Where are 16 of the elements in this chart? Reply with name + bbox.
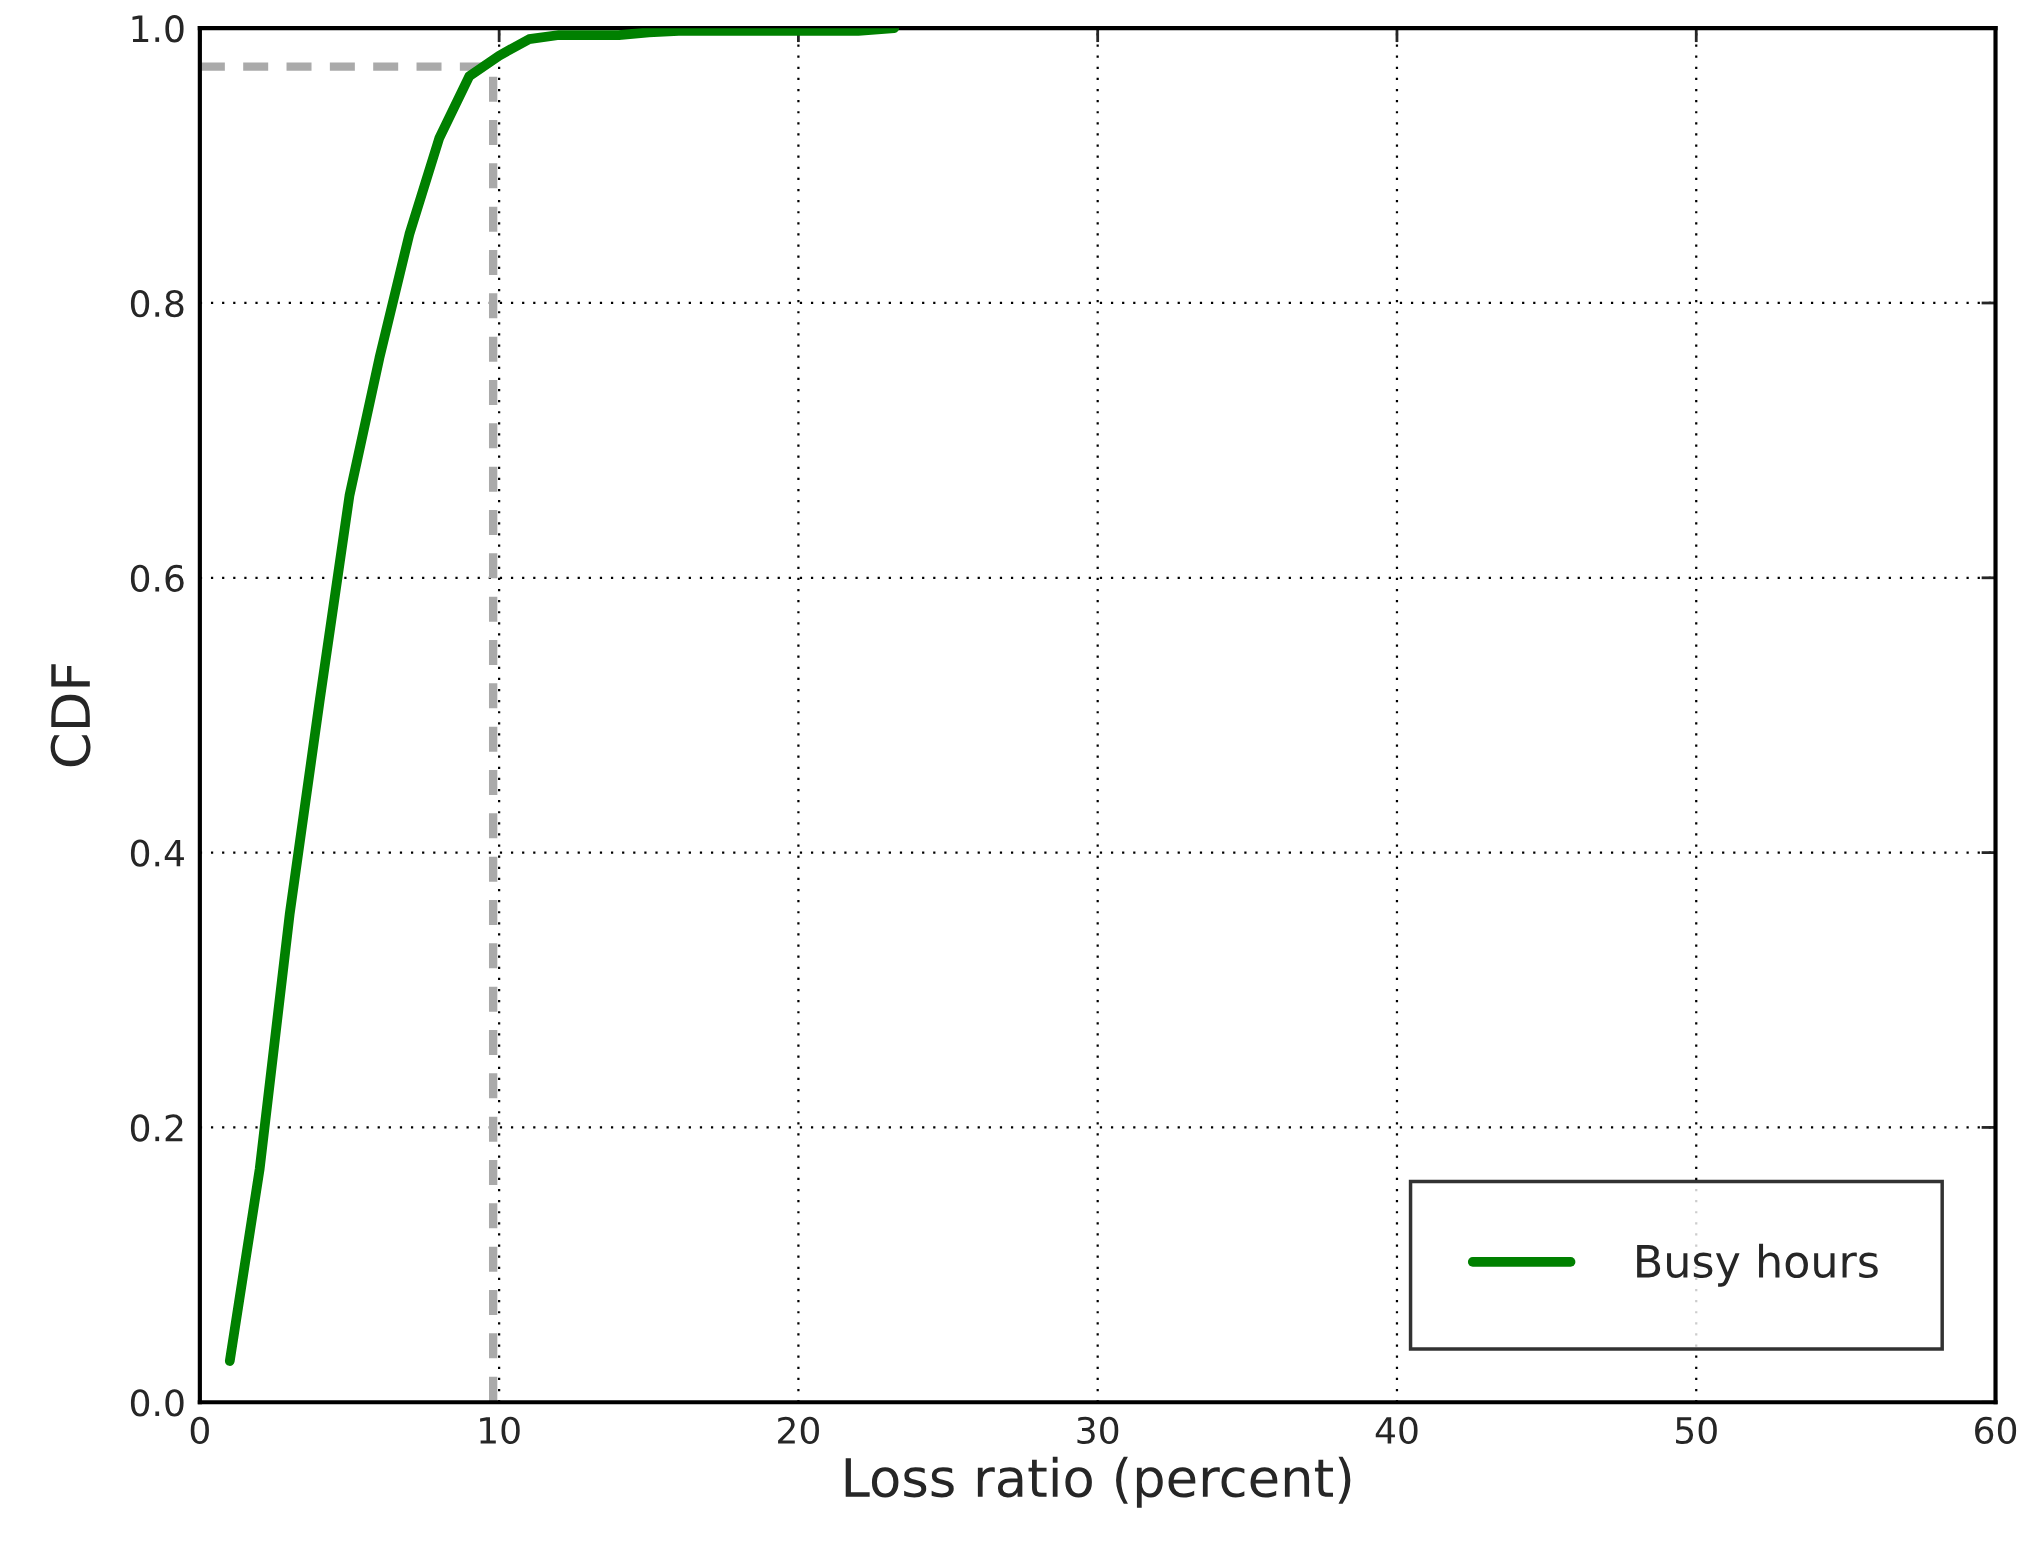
y-tick-label: 0.0 (130, 1389, 184, 1417)
x-tick-label: 0 (190, 1416, 209, 1445)
x-tick-label: 30 (1077, 1416, 1119, 1445)
y-tick-label: 0.2 (130, 1114, 183, 1142)
x-tick-label: 40 (1375, 1416, 1418, 1445)
legend-label: Busy hours (1637, 1243, 1878, 1287)
y-tick-label: 1.0 (132, 15, 184, 43)
x-axis-title: Loss ratio (percent) (845, 1456, 1351, 1508)
x-tick-label: 20 (778, 1416, 819, 1445)
y-axis-title: CDF (50, 664, 91, 767)
y-tick-label: 0.6 (130, 564, 184, 593)
x-tick-label: 60 (1975, 1416, 2017, 1445)
x-tick-label: 50 (1676, 1416, 1717, 1445)
y-tick-label: 0.4 (130, 839, 184, 867)
y-tick-label: 0.8 (130, 289, 184, 318)
x-tick-label: 10 (480, 1416, 520, 1445)
